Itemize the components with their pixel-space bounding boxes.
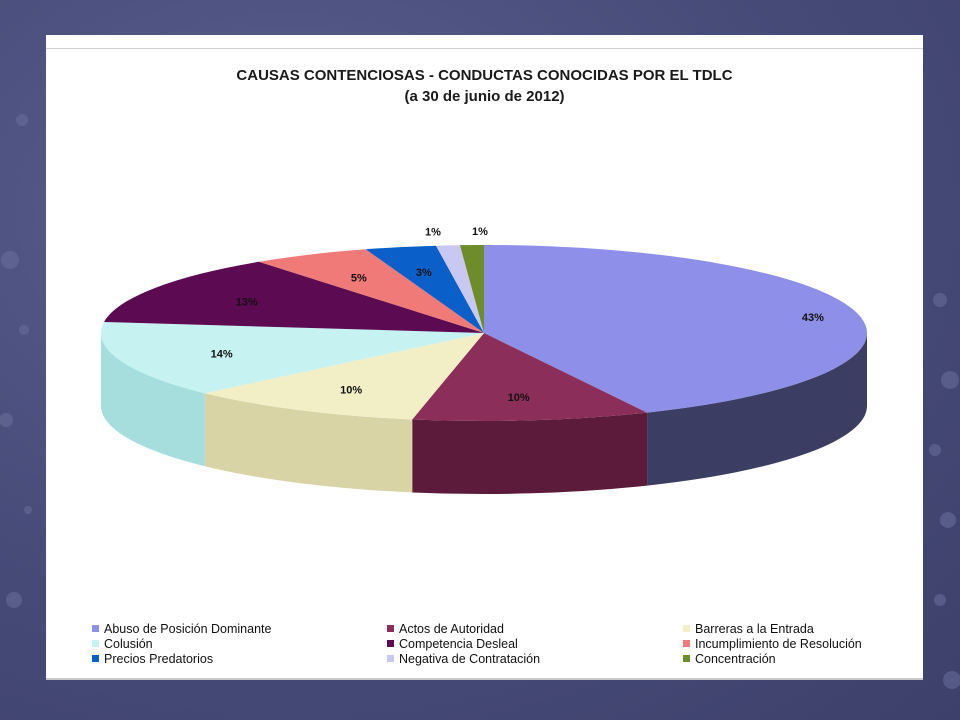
pie-data-label-8: 1% bbox=[472, 226, 488, 238]
legend-item-2: Barreras a la Entrada bbox=[683, 621, 814, 636]
legend-label: Incumplimiento de Resolución bbox=[695, 636, 862, 651]
pie-data-label-6: 3% bbox=[416, 267, 432, 279]
chart-title-block: CAUSAS CONTENCIOSAS - CONDUCTAS CONOCIDA… bbox=[46, 65, 923, 107]
legend-swatch bbox=[683, 640, 690, 647]
chart-title: CAUSAS CONTENCIOSAS - CONDUCTAS CONOCIDA… bbox=[236, 67, 733, 84]
legend-swatch bbox=[92, 655, 99, 662]
pie-data-label-7: 1% bbox=[425, 226, 441, 238]
legend-label: Colusión bbox=[104, 636, 153, 651]
legend-swatch bbox=[92, 625, 99, 632]
chart-subtitle: (a 30 de junio de 2012) bbox=[404, 88, 565, 105]
legend-swatch bbox=[92, 640, 99, 647]
pie-slice-1 bbox=[412, 333, 648, 421]
legend-label: Abuso de Posición Dominante bbox=[104, 621, 272, 636]
pie-data-label-5: 5% bbox=[351, 273, 367, 285]
pie-chart: 43% 10% 10% 14% 13% 5% 3% 1% 1% bbox=[100, 226, 868, 495]
legend-item-5: Incumplimiento de Resolución bbox=[683, 636, 862, 651]
pie-slice-5 bbox=[258, 249, 484, 333]
legend-label: Barreras a la Entrada bbox=[695, 621, 814, 636]
pie-data-label-4: 13% bbox=[236, 297, 258, 309]
pie-slice-6 bbox=[365, 245, 484, 333]
pie-data-label-1: 10% bbox=[508, 392, 530, 404]
pie-data-label-3: 14% bbox=[211, 349, 233, 361]
legend-swatch bbox=[387, 640, 394, 647]
legend-swatch bbox=[683, 655, 690, 662]
legend-label: Actos de Autoridad bbox=[399, 621, 504, 636]
pie-data-label-0: 43% bbox=[802, 312, 824, 324]
legend-label: Competencia Desleal bbox=[399, 636, 518, 651]
legend-swatch bbox=[387, 655, 394, 662]
legend-label: Precios Predatorios bbox=[104, 651, 214, 666]
pie-slice-8 bbox=[459, 245, 484, 333]
pie-slice-2 bbox=[204, 333, 484, 420]
pie-data-label-2: 10% bbox=[340, 385, 362, 397]
chart-slide: CAUSAS CONTENCIOSAS - CONDUCTAS CONOCIDA… bbox=[46, 35, 923, 680]
legend-item-6: Precios Predatorios bbox=[92, 651, 213, 666]
pie-side-2 bbox=[204, 393, 413, 493]
pie-side-1 bbox=[412, 412, 648, 495]
pie-slice-0 bbox=[484, 245, 868, 413]
pie-side-3 bbox=[100, 333, 205, 467]
legend-label: Concentración bbox=[695, 651, 776, 666]
legend-item-3: Colusión bbox=[92, 636, 153, 651]
legend-swatch bbox=[387, 625, 394, 632]
legend-item-8: Concentración bbox=[683, 651, 776, 666]
legend-item-1: Actos de Autoridad bbox=[387, 621, 504, 636]
pie-slice-4 bbox=[104, 261, 484, 333]
pie-slice-7 bbox=[435, 245, 484, 333]
pie-side-0 bbox=[647, 333, 867, 486]
legend-item-0: Abuso de Posición Dominante bbox=[92, 621, 271, 636]
pie-slice-3 bbox=[100, 321, 484, 394]
legend-label: Negativa de Contratación bbox=[399, 651, 541, 666]
legend-item-7: Negativa de Contratación bbox=[387, 651, 540, 666]
legend-item-4: Competencia Desleal bbox=[387, 636, 518, 651]
legend-swatch bbox=[683, 625, 690, 632]
